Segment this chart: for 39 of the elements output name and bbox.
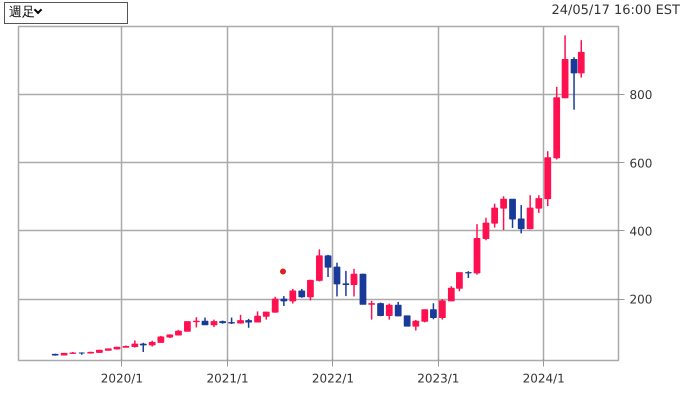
candlestick [535, 194, 542, 214]
candlestick [280, 295, 288, 307]
candlestick [368, 300, 376, 320]
x-tick-label: 2023/1 [417, 372, 460, 386]
text: 24/05/17 16:00 EST [551, 2, 680, 20]
candlestick [254, 310, 261, 323]
candlestick [412, 319, 420, 332]
candlestick [491, 202, 498, 228]
candlestick [140, 342, 147, 353]
candlestick [526, 194, 534, 230]
candlestick [430, 302, 437, 320]
candlestick [404, 315, 411, 327]
candlestick [386, 302, 393, 320]
y-tick-label: 400 [630, 224, 652, 238]
candlestick [394, 301, 402, 317]
y-tick-label: 800 [630, 88, 652, 102]
x-tick-label: 2021/1 [206, 372, 249, 386]
y-tick-label: 200 [630, 292, 652, 307]
x-tick-label: 2024/1 [522, 372, 565, 386]
text: 週足 [9, 4, 36, 22]
candlestick [307, 278, 314, 302]
x-tick-label: 2022/1 [312, 372, 354, 386]
candlestick [342, 270, 350, 297]
y-tick-label: 600 [630, 156, 652, 170]
candlestick [518, 204, 525, 234]
candlestick [421, 308, 428, 324]
candlestick [350, 268, 358, 298]
x-tick-label: 2020/1 [100, 372, 143, 386]
candlestick [509, 198, 516, 229]
candlestick [334, 262, 340, 298]
candlestick [482, 216, 490, 241]
candlestick [324, 254, 332, 278]
candlestick [578, 39, 585, 78]
candlestick [570, 56, 578, 110]
candlestick [272, 296, 279, 314]
candlestick [289, 288, 296, 304]
candlestick [377, 302, 384, 317]
candlestick [438, 298, 446, 320]
candlestick [500, 195, 507, 231]
